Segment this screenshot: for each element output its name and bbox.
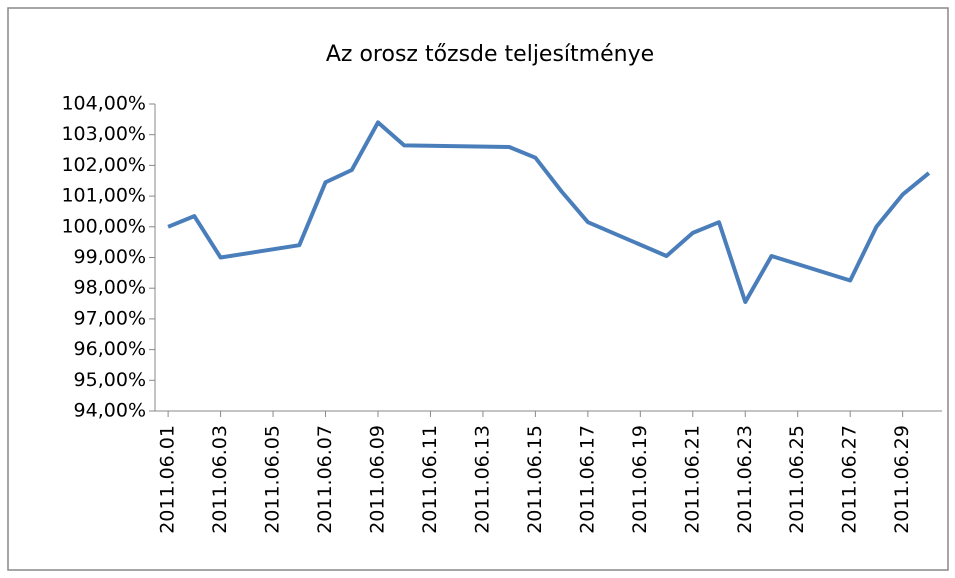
chart-frame [7, 7, 949, 571]
y-tick-label: 94,00% [74, 400, 146, 422]
x-tick-label: 2011.06.15 [524, 425, 546, 534]
x-tick-label: 2011.06.25 [786, 425, 808, 534]
y-tick-label: 99,00% [74, 246, 146, 268]
x-tick-label: 2011.06.19 [629, 425, 651, 534]
chart-title: Az orosz tőzsde teljesítménye [326, 42, 654, 67]
y-tick-label: 98,00% [74, 277, 146, 299]
y-tick-label: 104,00% [61, 93, 146, 115]
x-tick-label: 2011.06.27 [839, 425, 861, 534]
x-tick-label: 2011.06.21 [681, 425, 703, 534]
y-tick-label: 103,00% [61, 123, 146, 145]
x-tick-label: 2011.06.13 [471, 425, 493, 534]
line [167, 120, 931, 304]
y-tick-label: 101,00% [61, 185, 146, 207]
y-tick-label: 96,00% [74, 338, 146, 360]
x-tick-label: 2011.06.29 [891, 425, 913, 534]
y-tick-label: 97,00% [74, 307, 146, 329]
y-tick-label: 100,00% [61, 215, 146, 237]
x-tick-label: 2011.06.05 [262, 425, 284, 534]
x-tick-label: 2011.06.03 [209, 425, 231, 534]
x-tick-label: 2011.06.07 [314, 425, 336, 534]
x-tick-label: 2011.06.01 [157, 425, 179, 534]
x-tick-label: 2011.06.11 [419, 425, 441, 534]
x-tick-label: 2011.06.09 [366, 425, 388, 534]
y-tick-label: 95,00% [74, 369, 146, 391]
x-tick-label: 2011.06.17 [576, 425, 598, 534]
x-tick-label: 2011.06.23 [734, 425, 756, 534]
y-tick-label: 102,00% [61, 154, 146, 176]
